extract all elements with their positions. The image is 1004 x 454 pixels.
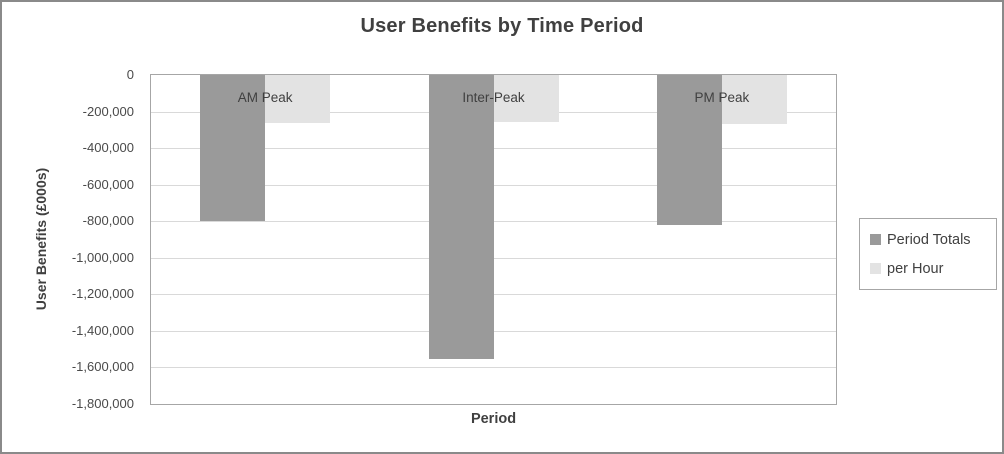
y-tick-label: -800,000 bbox=[82, 213, 134, 229]
y-tick-label: -1,000,000 bbox=[71, 249, 134, 265]
legend-swatch-icon bbox=[870, 234, 881, 245]
bar-period-totals-inter-peak bbox=[428, 75, 494, 360]
category-label-am-peak: AM Peak bbox=[237, 90, 293, 105]
category-label-inter-peak: Inter-Peak bbox=[462, 90, 525, 105]
gridline bbox=[151, 294, 836, 295]
y-tick-label: -1,800,000 bbox=[71, 396, 134, 411]
gridline bbox=[151, 148, 836, 149]
bar-per-hour-inter-peak bbox=[493, 75, 559, 122]
y-tick-label: -600,000 bbox=[82, 176, 134, 192]
legend: Period Totals per Hour bbox=[859, 218, 997, 290]
plot-area: AM Peak Inter-Peak PM Peak bbox=[150, 74, 837, 405]
y-tick-label: -200,000 bbox=[82, 103, 134, 119]
y-tick-label: -1,600,000 bbox=[71, 359, 134, 375]
bar-period-totals-pm-peak bbox=[656, 75, 722, 225]
y-axis-tick-labels: 0 -200,000 -400,000 -600,000 -800,000 -1,000,… bbox=[2, 2, 134, 452]
gridline bbox=[151, 258, 836, 259]
y-tick-label: -1,200,000 bbox=[71, 286, 134, 302]
bar-per-hour-am-peak bbox=[265, 75, 331, 123]
y-tick-label: 0 bbox=[126, 67, 134, 82]
gridline bbox=[151, 367, 836, 368]
chart-title: User Benefits by Time Period bbox=[360, 15, 644, 37]
legend-item-period-totals: Period Totals bbox=[870, 232, 996, 248]
gridline bbox=[151, 221, 836, 222]
gridline bbox=[151, 331, 836, 332]
x-axis-title: Period bbox=[470, 411, 517, 427]
y-tick-label: -1,400,000 bbox=[71, 322, 134, 338]
bar-period-totals-am-peak bbox=[200, 75, 266, 222]
legend-item-per-hour: per Hour bbox=[870, 261, 996, 277]
bar-per-hour-pm-peak bbox=[721, 75, 787, 125]
legend-label: Period Totals bbox=[887, 231, 971, 248]
category-label-pm-peak: PM Peak bbox=[694, 90, 750, 105]
legend-label: per Hour bbox=[887, 260, 944, 277]
gridline bbox=[151, 185, 836, 186]
y-tick-label: -400,000 bbox=[82, 140, 134, 156]
legend-swatch-icon bbox=[870, 263, 881, 274]
